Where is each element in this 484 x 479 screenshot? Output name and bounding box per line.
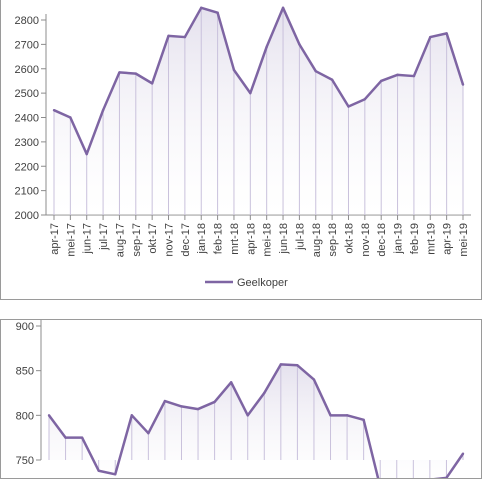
- y-tick-label: 750: [16, 455, 34, 467]
- series-line: [53, 6, 465, 156]
- data-point: [200, 6, 203, 10]
- x-tick-label: sep-18: [327, 223, 339, 257]
- line-chart-second: 750 800 850 900: [16, 320, 465, 478]
- y-tick-label: 2100: [15, 186, 39, 198]
- chart-panel-geelkoper: 2000 2100 2200 2300 2400 2500 2600 2700 2800 apr-…: [0, 0, 482, 300]
- data-point: [183, 35, 187, 39]
- x-tick-label: apr-19: [442, 223, 454, 255]
- data-point: [213, 400, 216, 404]
- data-point: [216, 11, 219, 14]
- x-tick-label: feb-19: [409, 223, 421, 254]
- data-point: [429, 35, 432, 39]
- series-area-fill: [54, 7, 463, 215]
- x-tick-label: aug-17: [114, 223, 126, 257]
- data-point: [85, 152, 88, 156]
- y-tick-label: 2800: [15, 15, 39, 27]
- data-point: [229, 381, 233, 384]
- x-tick-label: mei-17: [65, 223, 77, 257]
- data-point: [69, 116, 72, 119]
- data-point: [134, 72, 137, 75]
- data-point: [196, 407, 200, 411]
- data-point: [180, 405, 183, 408]
- x-tick-label: okt-17: [147, 223, 159, 254]
- data-point: [232, 68, 236, 72]
- x-tick-label: dec-17: [180, 223, 192, 257]
- data-point: [249, 91, 252, 95]
- data-point: [461, 452, 465, 455]
- data-point: [396, 73, 399, 77]
- data-point: [445, 32, 448, 35]
- data-point: [298, 43, 301, 46]
- x-tick-label: mei-19: [458, 223, 470, 257]
- x-tick-label: okt-18: [343, 223, 355, 254]
- data-point: [380, 79, 383, 83]
- data-point: [263, 391, 266, 395]
- x-tick-label: mrt-19: [425, 223, 437, 255]
- x-tick-label: apr-18: [245, 223, 257, 255]
- data-point: [150, 82, 154, 85]
- data-point: [163, 399, 167, 403]
- x-tick-label: dec-18: [376, 223, 388, 257]
- line-chart-geelkoper: 2000 2100 2200 2300 2400 2500 2600 2700 2800 apr-…: [15, 6, 471, 289]
- x-tick-label: nov-18: [360, 223, 372, 257]
- data-point: [461, 83, 465, 86]
- x-tick-label: jan-19: [393, 223, 405, 255]
- x-tick-label: feb-18: [213, 223, 225, 254]
- data-point: [363, 98, 367, 101]
- data-point: [130, 414, 133, 417]
- y-tick-label: 2500: [15, 88, 39, 100]
- y-tick-label: 2300: [15, 137, 39, 149]
- data-point: [314, 69, 317, 73]
- data-point: [329, 414, 332, 417]
- data-point: [347, 105, 350, 108]
- data-point: [246, 414, 249, 417]
- chart-panel-second: 750 800 850 900: [0, 319, 482, 479]
- y-tick-label: 2700: [15, 39, 39, 51]
- x-tick-label: jun-18: [278, 223, 290, 255]
- x-tick-label: jan-18: [196, 223, 208, 255]
- x-tick-label: nov-17: [164, 223, 176, 257]
- series-area-fill: [49, 364, 463, 478]
- data-point: [362, 418, 365, 421]
- data-point: [312, 378, 316, 381]
- data-point: [412, 74, 416, 78]
- y-tick-label: 900: [16, 321, 34, 333]
- y-tick-label: 850: [16, 366, 34, 378]
- x-tick-label: jul-17: [98, 223, 110, 251]
- y-tick-label: 2400: [15, 113, 39, 125]
- data-point: [80, 436, 84, 439]
- data-point: [265, 45, 268, 49]
- data-point: [147, 432, 150, 435]
- x-tick-label: aug-18: [311, 223, 323, 257]
- x-tick-label: apr-17: [49, 223, 61, 255]
- data-point: [52, 108, 56, 112]
- x-tick-label: sep-17: [131, 223, 143, 257]
- legend-label: Geelkoper: [237, 277, 288, 289]
- x-tick-label: jul-18: [294, 223, 306, 251]
- y-tick-label: 800: [16, 410, 34, 422]
- data-point: [114, 473, 117, 476]
- y-tick-label: 2600: [15, 64, 39, 76]
- data-point: [330, 78, 334, 81]
- data-point: [97, 469, 100, 472]
- x-tick-label: jun-17: [82, 223, 94, 255]
- y-tick-label: 2000: [15, 210, 39, 222]
- data-point: [64, 436, 67, 439]
- x-tick-label: mrt-18: [229, 223, 241, 255]
- data-point: [101, 108, 105, 112]
- y-tick-label: 2200: [15, 161, 39, 173]
- data-point: [281, 6, 285, 10]
- data-point: [167, 34, 170, 38]
- data-point: [118, 71, 121, 74]
- data-point: [296, 364, 299, 367]
- series-line: [47, 363, 465, 478]
- x-tick-label: mei-18: [262, 223, 274, 257]
- data-point: [279, 363, 283, 366]
- data-point: [345, 414, 349, 417]
- data-point: [47, 414, 51, 417]
